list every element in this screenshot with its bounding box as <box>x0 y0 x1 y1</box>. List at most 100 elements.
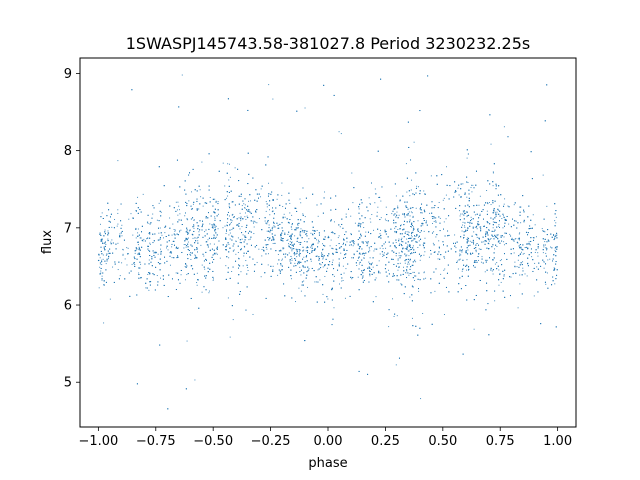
data-point <box>379 253 381 255</box>
data-point <box>215 252 217 254</box>
data-point <box>357 260 359 261</box>
data-point <box>169 217 171 219</box>
data-point <box>262 246 264 248</box>
data-point <box>290 235 292 237</box>
data-point <box>424 251 426 253</box>
data-point <box>272 239 274 241</box>
data-point <box>435 220 437 222</box>
data-point <box>250 236 252 238</box>
data-point <box>343 238 345 240</box>
data-point <box>278 250 280 252</box>
data-point <box>270 248 272 250</box>
data-point <box>277 253 279 255</box>
data-point <box>520 222 522 224</box>
data-point <box>190 258 192 260</box>
data-point <box>338 265 340 267</box>
data-point <box>552 260 554 262</box>
data-point <box>453 242 455 244</box>
data-point <box>195 255 197 257</box>
data-point <box>554 203 556 205</box>
data-point <box>200 244 202 246</box>
data-point <box>160 211 162 213</box>
data-point <box>437 253 439 255</box>
data-point <box>138 253 140 255</box>
data-point <box>119 233 121 235</box>
data-point <box>515 220 517 222</box>
data-point <box>330 232 332 233</box>
data-point <box>340 273 342 275</box>
data-point <box>299 252 301 254</box>
data-point <box>159 210 161 212</box>
data-point <box>382 248 384 250</box>
data-point <box>160 277 161 279</box>
data-point <box>298 222 300 224</box>
data-point <box>188 232 190 234</box>
data-point <box>391 258 393 260</box>
data-point <box>199 229 201 231</box>
data-point <box>343 248 345 250</box>
data-point <box>471 184 473 186</box>
data-point <box>301 231 303 233</box>
data-point <box>413 141 415 143</box>
data-point <box>492 202 494 204</box>
data-point <box>494 234 496 236</box>
data-point <box>299 234 301 236</box>
data-point <box>523 252 525 254</box>
data-point <box>187 219 189 221</box>
data-point <box>485 234 487 236</box>
data-point <box>365 241 367 243</box>
data-point <box>543 246 545 248</box>
data-point <box>343 272 345 274</box>
data-point <box>314 281 316 283</box>
data-point <box>294 207 296 209</box>
data-point <box>467 275 469 277</box>
data-point <box>512 248 514 250</box>
data-point <box>137 212 139 214</box>
data-point <box>369 250 371 252</box>
data-point <box>462 353 464 355</box>
data-point <box>535 236 537 238</box>
data-point <box>136 294 138 296</box>
data-point <box>467 237 469 239</box>
data-point <box>302 213 304 215</box>
data-point <box>490 143 492 145</box>
data-point <box>212 198 214 200</box>
data-point <box>135 210 137 212</box>
data-point <box>475 233 477 235</box>
data-point <box>205 241 207 243</box>
data-point <box>494 221 496 223</box>
data-point <box>488 239 490 241</box>
data-point <box>543 218 545 220</box>
data-point <box>214 252 216 254</box>
data-point <box>473 243 474 245</box>
data-point <box>135 237 137 239</box>
data-point <box>162 237 164 239</box>
data-point <box>218 240 220 242</box>
data-point <box>190 254 192 256</box>
data-point <box>397 263 399 265</box>
data-point <box>167 408 169 410</box>
data-point <box>188 200 190 202</box>
data-point <box>322 256 324 258</box>
data-point <box>151 258 153 260</box>
data-point <box>277 263 279 265</box>
data-point <box>497 265 499 267</box>
data-point <box>253 270 255 272</box>
data-point <box>360 235 362 237</box>
data-point <box>178 219 180 221</box>
data-point <box>320 264 322 266</box>
data-point <box>431 232 433 234</box>
data-point <box>406 254 408 256</box>
data-point <box>556 234 558 236</box>
data-point <box>161 234 163 236</box>
data-point <box>475 226 477 228</box>
data-point <box>458 210 460 212</box>
data-point <box>397 258 399 260</box>
data-point <box>229 176 231 178</box>
data-point <box>536 266 538 268</box>
data-point <box>468 266 470 268</box>
data-point <box>202 197 204 199</box>
data-point <box>379 229 381 231</box>
data-point <box>520 253 522 255</box>
data-point <box>410 249 412 250</box>
